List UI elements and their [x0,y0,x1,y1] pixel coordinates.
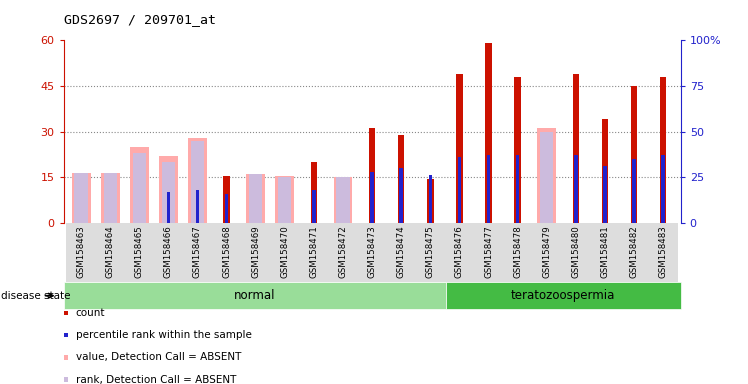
Bar [516,155,519,223]
Bar [154,223,183,282]
Text: teratozoospermia: teratozoospermia [511,289,616,302]
Bar [429,175,432,223]
Bar [96,223,125,282]
Bar [427,179,434,223]
Bar [67,223,96,282]
Bar [191,141,204,223]
Bar [561,223,590,282]
Bar [503,223,533,282]
Bar [590,223,619,282]
Bar [75,172,88,223]
Bar [299,223,328,282]
FancyBboxPatch shape [446,282,681,309]
Text: normal: normal [234,289,275,302]
Text: GSM158482: GSM158482 [630,226,639,278]
Bar [101,172,120,223]
Bar [159,156,178,223]
Text: disease state: disease state [1,291,70,301]
Bar [246,174,265,223]
Bar [632,159,636,223]
Text: GSM158481: GSM158481 [601,226,610,278]
Text: GSM158466: GSM158466 [164,226,173,278]
Text: GDS2697 / 209701_at: GDS2697 / 209701_at [64,13,215,26]
Bar [515,77,521,223]
Text: GSM158463: GSM158463 [76,226,85,278]
Bar [328,223,358,282]
Bar [104,172,117,223]
Bar [573,74,579,223]
Bar [275,175,294,223]
Text: GSM158483: GSM158483 [659,226,668,278]
Bar [188,137,207,223]
Bar [212,223,241,282]
Bar [456,74,463,223]
Bar [310,162,317,223]
Text: percentile rank within the sample: percentile rank within the sample [76,330,251,340]
Bar [661,155,665,223]
Bar [387,223,416,282]
Bar [619,223,649,282]
Bar [72,172,91,223]
Text: GSM158465: GSM158465 [135,226,144,278]
Text: GSM158480: GSM158480 [571,226,580,278]
Bar [574,155,577,223]
Bar [540,131,554,223]
Bar [458,157,462,223]
Bar [241,223,270,282]
Bar [631,86,637,223]
Bar [533,223,561,282]
Text: GSM158470: GSM158470 [280,226,289,278]
Bar [162,162,175,223]
Text: GSM158478: GSM158478 [513,226,522,278]
Bar [398,134,405,223]
Bar [130,147,149,223]
Text: GSM158471: GSM158471 [310,226,319,278]
Text: GSM158476: GSM158476 [455,226,464,278]
Bar [125,223,154,282]
Bar [312,190,316,223]
FancyBboxPatch shape [64,282,446,309]
Text: GSM158479: GSM158479 [542,226,551,278]
Text: GSM158467: GSM158467 [193,226,202,278]
Text: rank, Detection Call = ABSENT: rank, Detection Call = ABSENT [76,375,236,384]
Text: count: count [76,308,105,318]
Text: GSM158474: GSM158474 [396,226,405,278]
Bar [225,194,228,223]
Bar [337,177,349,223]
Bar [416,223,445,282]
Bar [487,155,490,223]
Text: value, Detection Call = ABSENT: value, Detection Call = ABSENT [76,353,241,362]
Text: GSM158475: GSM158475 [426,226,435,278]
Text: GSM158468: GSM158468 [222,226,231,278]
Bar [278,177,292,223]
Bar [445,223,474,282]
Bar [649,223,678,282]
Bar [270,223,299,282]
Bar [603,166,607,223]
Bar [167,192,170,223]
Text: GSM158464: GSM158464 [105,226,114,278]
Bar [334,177,352,223]
Bar [132,153,146,223]
Bar [485,43,491,223]
Bar [399,168,403,223]
Text: GSM158477: GSM158477 [484,226,493,278]
Text: GSM158473: GSM158473 [367,226,377,278]
Bar [224,175,230,223]
Bar [369,129,375,223]
Text: GSM158472: GSM158472 [339,226,348,278]
Bar [370,172,374,223]
Bar [537,129,557,223]
Bar [249,174,263,223]
Bar [358,223,387,282]
Text: GSM158469: GSM158469 [251,226,260,278]
Bar [183,223,212,282]
Bar [602,119,608,223]
Bar [196,190,199,223]
Bar [660,77,666,223]
Bar [474,223,503,282]
